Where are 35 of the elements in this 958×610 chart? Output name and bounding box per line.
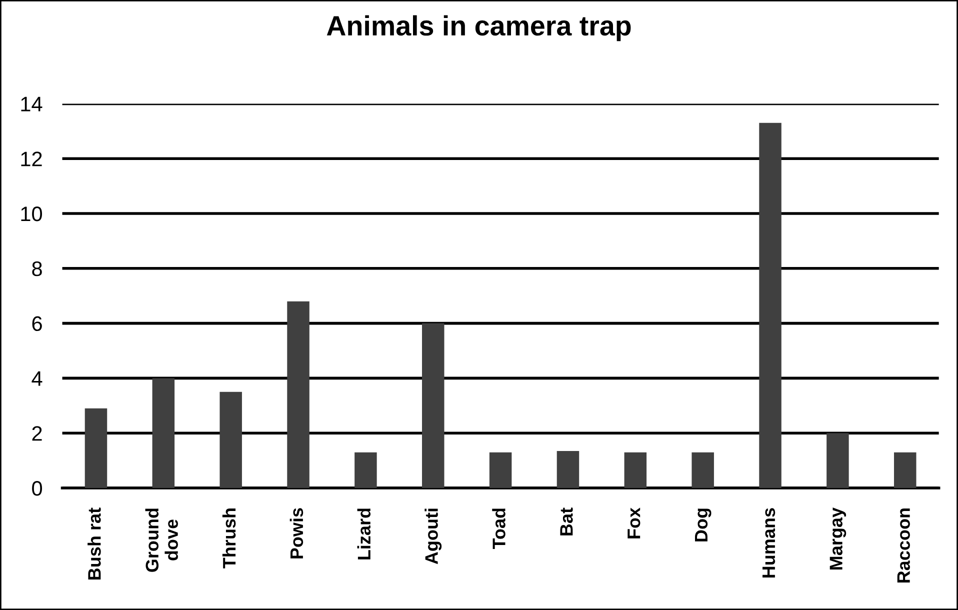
bar: [489, 452, 512, 488]
y-tick-label: 0: [32, 481, 42, 496]
bar: [152, 378, 175, 488]
y-tick-label: 6: [32, 316, 42, 332]
bar: [556, 450, 580, 488]
y-tick-label: 14: [21, 96, 42, 112]
y-tick-label: 10: [21, 206, 42, 222]
x-tick-label: Thrush: [222, 508, 236, 568]
x-tick-label: Toad: [492, 508, 506, 550]
bar: [894, 452, 916, 488]
chart-title: Animals in camera trap: [326, 15, 631, 42]
x-tick-label: Agouti: [424, 508, 442, 564]
bar: [759, 122, 782, 488]
bar: [692, 452, 714, 488]
x-tick-label: Margay: [830, 508, 846, 570]
x-tick-label: Humans: [762, 508, 776, 578]
bar: [422, 323, 444, 488]
x-tick-label: Bat: [560, 508, 573, 536]
y-tick-label: 8: [32, 261, 42, 276]
x-tick-label: Lizard: [357, 508, 371, 560]
bar: [624, 452, 647, 488]
y-tick-label: 4: [32, 371, 42, 386]
bar: [220, 392, 242, 488]
bar: [354, 452, 377, 488]
x-tick-label: Bush rat: [88, 508, 101, 580]
y-tick-label: 2: [32, 426, 42, 441]
x-tick-label: Dog: [695, 508, 712, 542]
x-tick-label: Raccoon: [897, 508, 910, 582]
x-tick-label: Ground dove: [145, 508, 178, 572]
bar: [84, 408, 108, 488]
bar: [287, 301, 310, 488]
x-tick-label: Powis: [290, 508, 304, 558]
y-tick-label: 12: [21, 152, 42, 166]
bar: [826, 433, 849, 488]
x-tick-label: Fox: [628, 508, 640, 538]
